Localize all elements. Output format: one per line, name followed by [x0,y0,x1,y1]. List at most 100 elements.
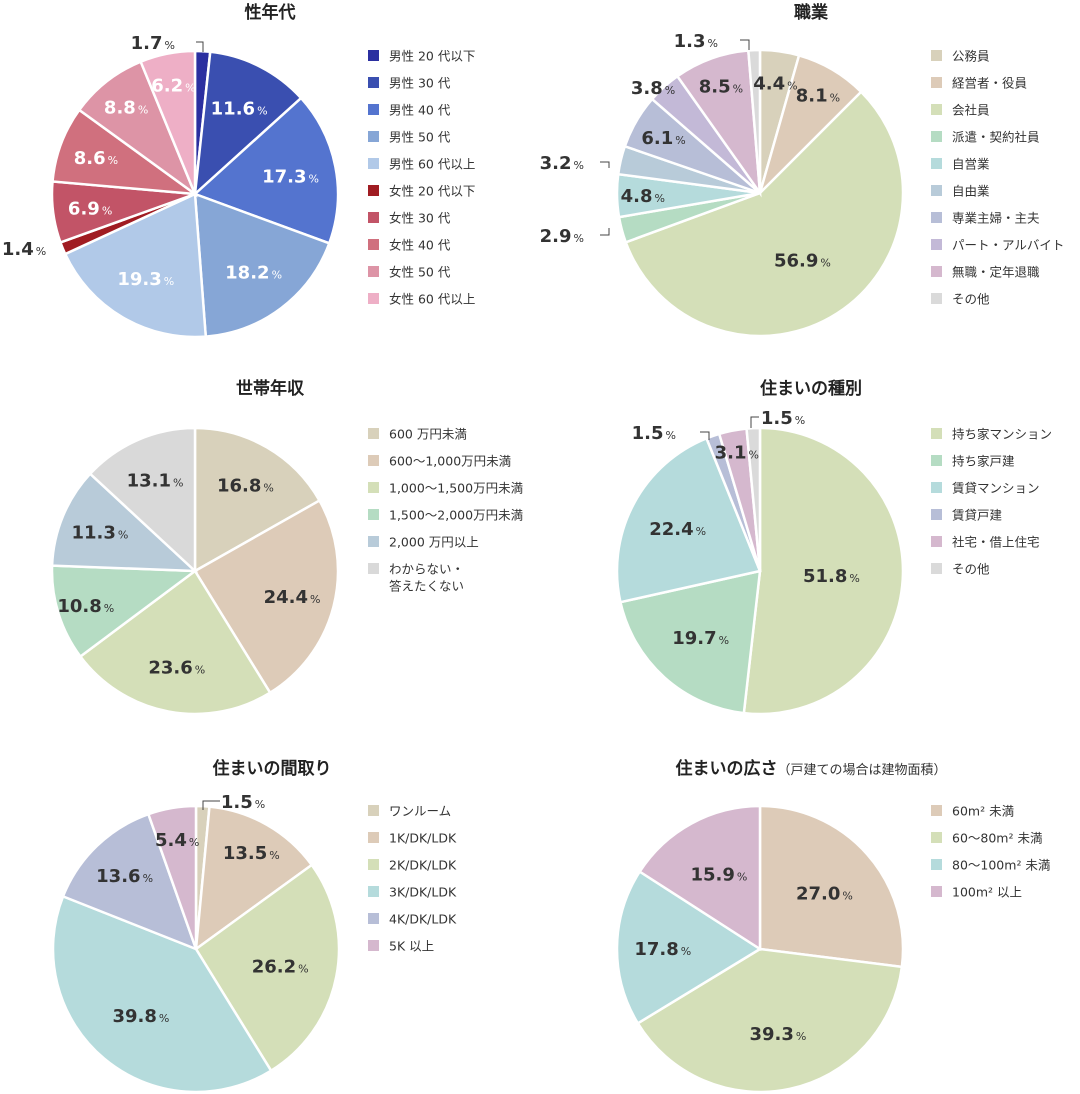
pie-slice-9 [139,49,197,195]
legend-label: 男性 50 代 [389,130,451,145]
legend-swatch [931,239,942,250]
legend-label-line: 自営業 [952,157,990,172]
chart-floor-plan: 住まいの間取り 1.5 %13.5 %26.2 %39.8 %13.6 %5.4% ワンル… [51,758,457,1094]
legend-swatch [931,131,942,142]
legend: 公務員経営者・役員会社員派遣・契約社員自営業自由業専業主婦・主夫パート・アルバイ… [931,49,1064,307]
legend-label-line: 男性 60 代以上 [389,157,475,172]
data-label-unit: % [675,134,685,147]
legend-swatch [931,293,942,304]
legend-label: 2,000 万円以上 [389,535,479,550]
legend-label: パート・アルバイト [952,238,1064,253]
chart-title: 職業 [794,2,828,23]
data-label-value: 17.8 [634,939,678,960]
data-label: 13.6% [96,866,153,887]
data-label: 6.9% [68,199,112,220]
data-label: 8.1% [796,85,840,106]
legend-swatch [931,77,942,88]
data-label-unit: % [102,205,112,218]
data-label-unit: % [574,159,584,172]
data-label-unit: % [308,173,318,186]
legend-label-line: 1,500～2,000万円未満 [389,508,523,523]
legend-label: 男性 40 代 [389,103,451,118]
data-label: 11.6% [211,98,268,119]
data-label: 8.6% [74,148,118,169]
legend-label: 600～1,000万円未満 [389,454,511,469]
pie: 16.8 %24.4 %23.6 %10.8 %11.3 %13.1% [50,426,340,716]
legend-label-line: 60～80m² 未満 [952,831,1042,846]
data-label: 22.4% [649,519,706,540]
legend-label: 女性 40 代 [389,238,451,253]
data-label-value: 16.8 [217,476,261,497]
legend-swatch [931,886,942,897]
data-label: 26.2% [252,957,309,978]
data-label-value: 11.3 [71,523,115,544]
legend-label-line: 1,000～1,500万円未満 [389,481,523,496]
legend-label: 女性 20 代以下 [389,184,475,199]
data-label-value: 22.4 [649,519,693,540]
pie-slice-5 [88,426,197,574]
legend-swatch [368,266,379,277]
legend-swatch [368,158,379,169]
legend-label: 600 万円未満 [389,427,467,442]
data-label-unit: % [36,245,46,258]
legend-label: 経営者・役員 [952,76,1028,91]
data-label-unit: % [666,429,676,442]
legend-swatch [931,509,942,520]
data-label-value: 8.8 [104,97,136,118]
data-label-value: 10.8 [57,596,101,617]
legend-label: 60～80m² 未満 [952,831,1042,846]
data-label-value: 13.1 [127,470,171,491]
legend-swatch [931,805,942,816]
data-label: 17.8% [634,939,691,960]
data-label-value: 19.3 [117,269,161,290]
pie: 4.4 %8.1 %56.9 %2.9 %4.8 %3.2 %6.1 %3.8% 8.5 %1.3… [540,31,905,338]
legend-swatch [931,104,942,115]
data-label: 56.9% [774,250,831,271]
chart-occupation: 職業 4.4 %8.1 %56.9 %2.9 %4.8 %3.2 %6.1 %3.8% 8.5%… [540,2,1064,338]
legend-label-line: 80～100m² 未満 [952,858,1050,873]
legend-label-line: 3K/DK/LDK [389,885,457,900]
legend-label-line: 公務員 [952,49,990,64]
data-label-value: 13.5 [223,843,267,864]
pie-slice-4 [50,472,199,573]
data-label: 27.0% [796,883,853,904]
legend-label-line: 5K 以上 [389,939,434,954]
pie-slice-2 [615,436,762,604]
data-label-value: 6.2 [151,76,183,97]
data-label-unit: % [138,103,148,116]
data-label: 4.4% [753,74,797,95]
data-label-value: 51.8 [803,566,847,587]
legend-label-line: パート・アルバイト [952,238,1064,253]
legend-label-line: 自由業 [952,184,990,199]
data-label-value: 8.6 [74,148,106,169]
data-label-unit: % [733,83,743,96]
chart-title: 性年代 [245,2,296,23]
legend-label: 1,500～2,000万円未満 [389,508,523,523]
data-label-unit: % [820,256,830,269]
legend-label-line: その他 [952,562,990,577]
data-label-value: 3.2 [540,153,572,174]
legend-label: 男性 30 代 [389,76,451,91]
data-label-value: 5.4 [155,830,187,851]
legend-label-line: 600～1,000万円未満 [389,454,511,469]
data-label: 1.3% [674,31,718,52]
leader-line [600,161,610,168]
pie-slice-2 [624,90,905,338]
legend-label-line: 無職・定年退職 [952,265,1040,280]
legend-label-line: わからない・ [389,562,464,577]
data-label-value: 1.5 [761,408,793,429]
legend-swatch [931,212,942,223]
legend-swatch [368,859,379,870]
data-label-value: 18.2 [225,263,269,284]
legend-swatch [931,50,942,61]
data-label-value: 56.9 [774,250,818,271]
data-label: 17.3% [262,167,319,188]
legend-swatch [368,428,379,439]
legend-label-line: 持ち家戸建 [952,454,1015,469]
data-label-value: 19.7 [672,628,716,649]
pie-slice-9 [746,48,762,194]
legend-swatch [931,428,942,439]
legend-swatch [931,455,942,466]
legend-swatch [368,104,379,115]
data-label-unit: % [189,836,199,849]
